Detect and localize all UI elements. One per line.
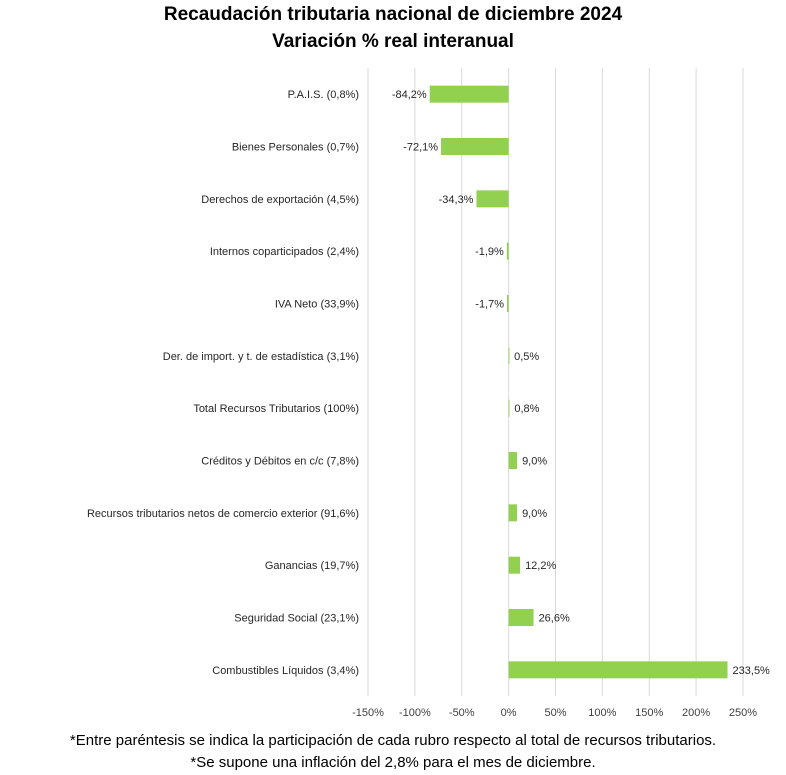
category-label: IVA Neto (33,9%) [275,299,359,311]
bars [429,85,728,679]
data-label: 9,0% [522,508,547,520]
gridlines [367,68,744,696]
bar [476,190,509,208]
x-tick-label: 50% [544,707,566,719]
bar [507,295,509,312]
data-label: -34,3% [439,194,474,206]
bar [508,347,510,365]
data-labels: -84,2% -72,1% -34,3% -1,9% -1,7% 0,5% 0,8% 9,0%… [392,89,770,677]
bar-chart: P.A.I.S. (0,8%) Bienes Personales (0,7%) D… [87,68,770,719]
bar [508,556,521,574]
category-label: Combustibles Líquidos (3,4%) [212,665,359,677]
data-label: -1,9% [475,246,504,258]
x-tick-label: 250% [729,707,757,719]
category-label: Seguridad Social (23,1%) [234,613,359,625]
footnote-inflation: *Se supone una inflación del 2,8% para e… [190,754,596,771]
data-label: 9,0% [522,456,547,468]
x-tick-label: -150% [352,707,384,719]
data-label: -84,2% [392,89,427,101]
x-tick-label: 150% [635,707,663,719]
data-label: -1,7% [475,299,504,311]
category-label: Total Recursos Tributarios (100%) [193,403,359,415]
category-labels: P.A.I.S. (0,8%) Bienes Personales (0,7%) D… [87,89,359,677]
x-tick-label: -50% [449,707,475,719]
category-label: Bienes Personales (0,7%) [232,142,359,154]
x-tick-label: 100% [588,707,616,719]
x-tick-label: 200% [682,707,710,719]
data-label: 26,6% [539,613,570,625]
data-label: 12,2% [525,560,556,572]
category-label: Créditos y Débitos en c/c (7,8%) [201,456,359,468]
bar [508,661,728,679]
category-label: Der. de import. y t. de estadística (3,1… [163,351,359,363]
x-tick-label: -100% [399,707,431,719]
x-axis-ticks: -150% -100% -50% 0% 50% 100% 150% 200% 250% [352,707,757,719]
bar [506,242,509,260]
category-label: P.A.I.S. (0,8%) [288,89,359,101]
chart-subtitle: Variación % real interanual [272,31,514,52]
category-label: Recursos tributarios netos de comercio e… [87,508,359,520]
data-label: 233,5% [733,665,771,677]
data-label: -72,1% [403,142,438,154]
x-tick-label: 0% [501,707,517,719]
bar [441,138,509,155]
category-label: Derechos de exportación (4,5%) [201,194,359,206]
bar [429,85,509,103]
chart-title: Recaudación tributaria nacional de dicie… [163,4,623,25]
category-label: Ganancias (19,7%) [265,560,359,572]
bar [508,609,534,626]
data-label: 0,8% [514,403,539,415]
bar [508,504,518,522]
data-label: 0,5% [514,351,539,363]
bar [508,452,518,469]
footnote-participation: *Entre paréntesis se indica la participa… [69,732,717,749]
category-label: Internos coparticipados (2,4%) [210,246,359,258]
bar [508,399,510,417]
